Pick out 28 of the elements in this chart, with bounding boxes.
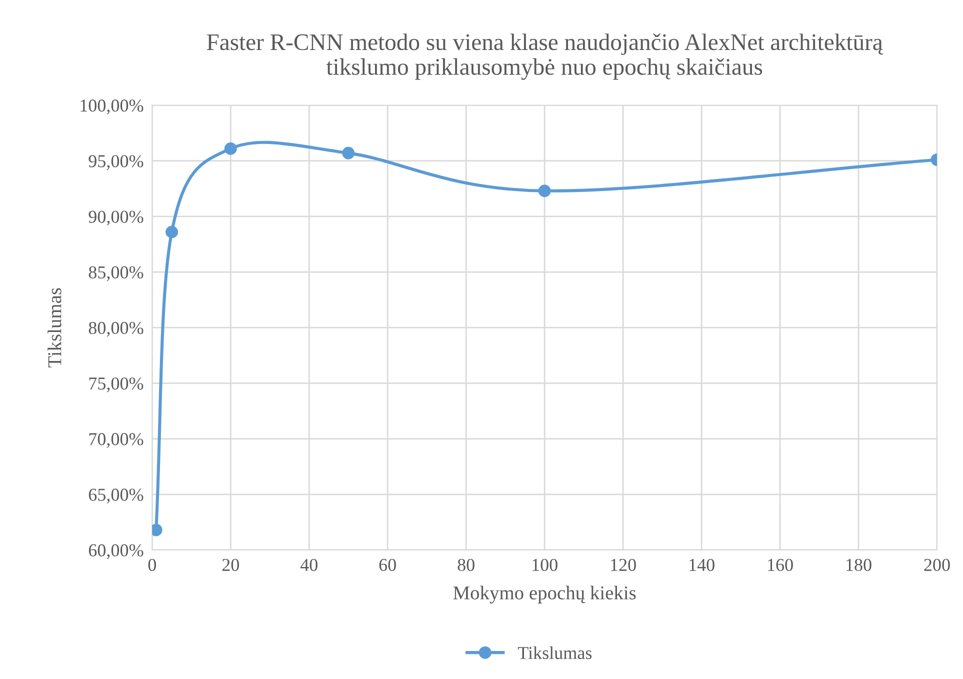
y-tick-label: 75,00% xyxy=(89,377,144,392)
x-tick-label: 120 xyxy=(611,558,636,572)
y-tick-label: 80,00% xyxy=(88,322,144,337)
x-tick-label: 100 xyxy=(532,558,558,572)
y-tick-label: 65,00% xyxy=(88,488,144,504)
x-tick-label: 80 xyxy=(458,558,474,572)
point xyxy=(224,142,237,155)
point xyxy=(342,146,355,160)
x-tick-label: 40 xyxy=(300,558,318,572)
y-tick-label: 70,00% xyxy=(89,433,144,448)
point xyxy=(538,184,551,198)
x-tick-label: 20 xyxy=(222,558,239,572)
x-tick-label: 0 xyxy=(148,558,156,572)
x-tick-label: 160 xyxy=(768,558,793,572)
y-tick-label: 90,00% xyxy=(88,210,144,226)
x-tick-label: 200 xyxy=(924,558,950,572)
y-tick-label: 100,00% xyxy=(80,100,144,114)
y-tick-label: 95,00% xyxy=(88,155,144,170)
y-tick-label: 85,00% xyxy=(88,266,144,282)
x-tick-label: 180 xyxy=(846,558,872,572)
chart-title: Faster R-CNN metodo su viena klase naudojančio AlexNet architektūrą tikslumo priklausomybė nuo epochų skaičiaus xyxy=(206,34,884,80)
y-tick-label: 60,00% xyxy=(88,544,144,560)
legend-label: Tikslumas xyxy=(518,646,592,660)
point xyxy=(166,226,178,238)
x-tick-label: 140 xyxy=(690,558,714,572)
y-axis-title: Tikslumas xyxy=(48,288,62,368)
x-axis-title: Mokymo epochų kiekis xyxy=(453,586,636,604)
x-tick-label: 60 xyxy=(379,558,396,572)
